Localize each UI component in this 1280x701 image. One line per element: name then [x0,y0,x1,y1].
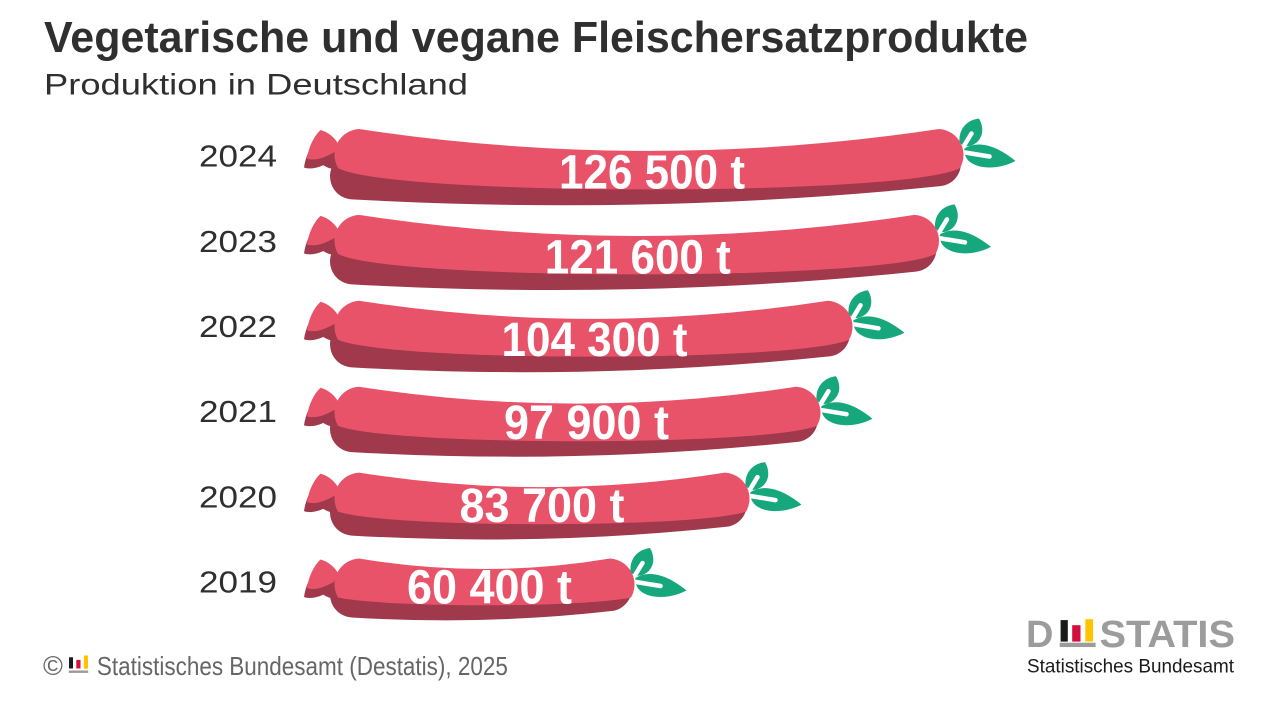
svg-text:Statistisches Bundesamt: Statistisches Bundesamt [1027,655,1235,677]
svg-text:97 900 t: 97 900 t [504,397,669,450]
svg-text:2023: 2023 [199,224,277,259]
svg-text:©: © [43,651,63,681]
svg-text:83 700 t: 83 700 t [460,480,625,533]
svg-text:D: D [1026,614,1053,656]
svg-text:104 300 t: 104 300 t [502,314,688,367]
svg-text:2024: 2024 [199,139,277,174]
svg-text:121 600 t: 121 600 t [545,231,731,284]
svg-text:60 400 t: 60 400 t [407,562,572,615]
svg-text:2021: 2021 [199,394,277,429]
svg-text:Statistisches Bundesamt (Desta: Statistisches Bundesamt (Destatis), 2025 [97,651,508,681]
svg-text:2019: 2019 [199,564,277,599]
svg-text:2022: 2022 [199,309,277,344]
svg-text:Vegetarische und vegane Fleisc: Vegetarische und vegane Fleischersatzpro… [44,13,1028,62]
svg-text:2020: 2020 [199,479,277,514]
svg-text:126 500 t: 126 500 t [559,146,745,199]
svg-text:Produktion in Deutschland: Produktion in Deutschland [44,68,468,101]
svg-text:STATIS: STATIS [1100,614,1236,656]
